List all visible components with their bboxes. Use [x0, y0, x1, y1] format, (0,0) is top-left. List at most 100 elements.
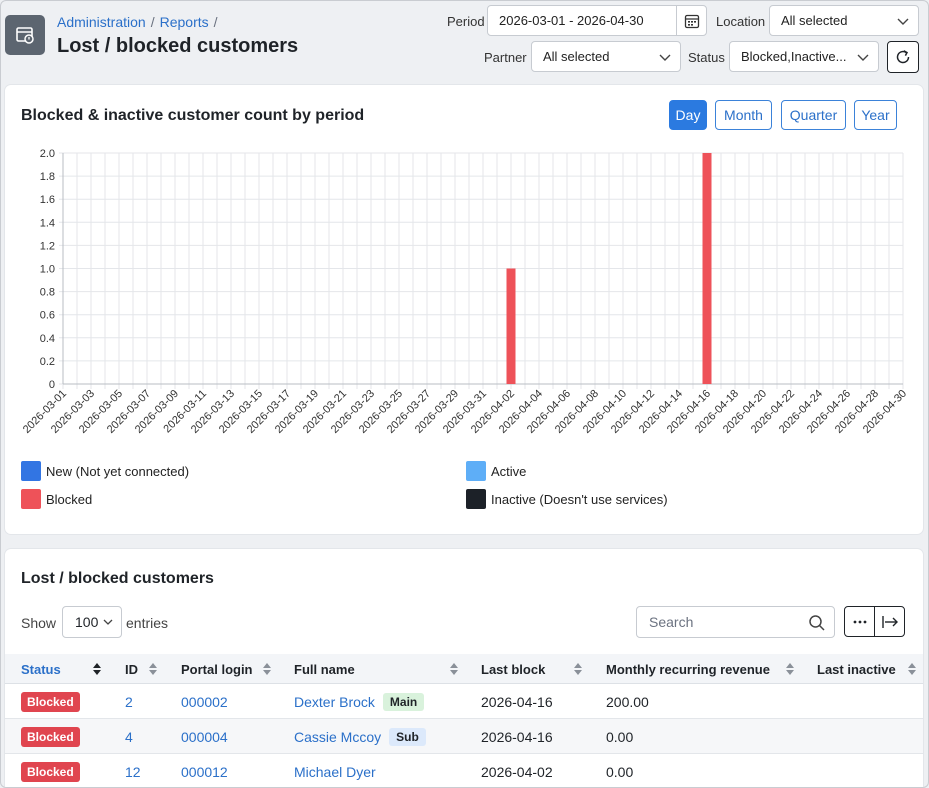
col-id[interactable]: ID — [125, 661, 138, 677]
portal-login-link[interactable]: 000012 — [181, 763, 228, 780]
arrow-to-right-icon — [881, 615, 898, 628]
legend-new-swatch — [21, 461, 41, 481]
sort-icon — [149, 663, 157, 675]
customer-name-link[interactable]: Michael Dyer — [294, 763, 376, 780]
page-title: Lost / blocked customers — [57, 35, 299, 57]
legend-active-swatch — [466, 461, 486, 481]
breadcrumb: Administration / Reports / — [57, 14, 218, 30]
table-title: Lost / blocked customers — [21, 570, 214, 587]
period-label: Period — [447, 14, 485, 29]
breadcrumb-administration[interactable]: Administration — [57, 14, 146, 30]
period-month-button[interactable]: Month — [715, 100, 772, 130]
portal-login-link[interactable]: 000002 — [181, 693, 228, 710]
y-tick-label: 2.0 — [40, 148, 55, 160]
y-tick-label: 1.6 — [40, 194, 55, 206]
col-full-name[interactable]: Full name — [294, 661, 355, 677]
customer-name-link[interactable]: Dexter Brock — [294, 693, 375, 710]
page-header: Administration / Reports / Lost / blocked c… — [1, 1, 928, 83]
chart-title: Blocked & inactive customer count by per… — [21, 107, 365, 124]
breadcrumb-reports[interactable]: Reports — [159, 14, 209, 30]
sort-icon — [786, 663, 794, 675]
search-icon — [809, 615, 825, 631]
report-calendar-icon — [5, 15, 45, 55]
y-tick-label: 0.8 — [40, 287, 55, 299]
table-card: Lost / blocked customers Show 100 entrie… — [5, 549, 923, 787]
chart-plot: 00.20.40.60.81.01.21.41.61.82.02026-03-0… — [21, 148, 909, 436]
y-tick-label: 0 — [49, 379, 55, 391]
chevron-down-icon — [659, 54, 671, 61]
legend-inactive: Inactive (Doesn't use services) — [466, 489, 668, 509]
entries-select[interactable]: 100 — [62, 606, 122, 638]
more-options-button[interactable] — [844, 606, 875, 637]
col-status[interactable]: Status — [21, 661, 61, 677]
calendar-icon — [684, 14, 699, 28]
refresh-icon — [896, 50, 910, 64]
mrr-cell: 200.00 — [606, 693, 649, 710]
refresh-button[interactable] — [887, 41, 919, 73]
legend-blocked-swatch — [21, 489, 41, 509]
chevron-down-icon — [103, 619, 113, 625]
customer-id-link[interactable]: 12 — [125, 763, 141, 780]
col-mrr[interactable]: Monthly recurring revenue — [606, 661, 770, 677]
customer-tag: Sub — [389, 727, 426, 746]
status-select[interactable]: Blocked,Inactive... — [729, 41, 879, 72]
y-tick-label: 1.4 — [40, 217, 55, 229]
table-row: Blocked 12 000012 Michael Dyer 2026-04-0… — [5, 754, 923, 787]
location-select[interactable]: All selected — [769, 5, 919, 36]
bar-blocked — [506, 268, 516, 384]
last-block-cell: 2026-04-16 — [481, 693, 553, 710]
mrr-cell: 0.00 — [606, 763, 634, 780]
y-tick-label: 1.8 — [40, 171, 55, 183]
chevron-down-icon — [857, 54, 869, 61]
mrr-cell: 0.00 — [606, 728, 634, 745]
col-last-inactive[interactable]: Last inactive — [817, 661, 896, 677]
legend-blocked: Blocked — [21, 489, 92, 509]
table-row: Blocked 4 000004 Cassie Mccoy Sub 2026-04… — [5, 719, 923, 754]
status-badge: Blocked — [21, 691, 80, 712]
last-block-cell: 2026-04-02 — [481, 763, 553, 780]
col-last-block[interactable]: Last block — [481, 661, 546, 677]
period-quarter-button[interactable]: Quarter — [781, 100, 846, 130]
table-header: Status ID Portal login Full name Last bl… — [5, 654, 923, 684]
status-label: Status — [688, 50, 725, 65]
sort-icon — [93, 663, 101, 675]
legend-active: Active — [466, 461, 526, 481]
y-tick-label: 1.2 — [40, 240, 55, 252]
export-button[interactable] — [874, 606, 905, 637]
bar-blocked — [702, 153, 712, 384]
status-badge: Blocked — [21, 726, 80, 747]
y-tick-label: 0.2 — [40, 356, 55, 368]
y-tick-label: 0.6 — [40, 310, 55, 322]
period-year-button[interactable]: Year — [854, 100, 897, 130]
portal-login-link[interactable]: 000004 — [181, 728, 228, 745]
sort-icon — [574, 663, 582, 675]
sort-icon — [908, 663, 916, 675]
chevron-down-icon — [897, 18, 909, 25]
sort-icon — [263, 663, 271, 675]
legend-inactive-swatch — [466, 489, 486, 509]
customer-tag: Main — [382, 692, 425, 711]
customer-id-link[interactable]: 4 — [125, 728, 133, 745]
y-tick-label: 1.0 — [40, 264, 55, 276]
partner-label: Partner — [484, 50, 527, 65]
entries-label: entries — [126, 615, 169, 631]
period-input[interactable]: 2026-03-01 - 2026-04-30 — [487, 5, 677, 36]
calendar-button[interactable] — [676, 5, 707, 36]
col-portal-login[interactable]: Portal login — [181, 661, 253, 677]
partner-select[interactable]: All selected — [531, 41, 681, 72]
customer-name-link[interactable]: Cassie Mccoy — [294, 728, 382, 745]
y-tick-label: 0.4 — [40, 333, 55, 345]
sort-icon — [450, 663, 458, 675]
chart-card: Blocked & inactive customer count by per… — [5, 85, 923, 534]
customer-id-link[interactable]: 2 — [125, 693, 133, 710]
location-label: Location — [716, 14, 766, 29]
ellipsis-icon — [853, 620, 866, 623]
last-block-cell: 2026-04-16 — [481, 728, 553, 745]
legend-new: New (Not yet connected) — [21, 461, 189, 481]
search-input[interactable]: Search — [636, 606, 835, 638]
table-row: Blocked 2 000002 Dexter Brock Main 2026-0… — [5, 684, 923, 719]
status-badge: Blocked — [21, 761, 80, 782]
show-label: Show — [21, 615, 57, 631]
period-day-button[interactable]: Day — [669, 100, 707, 130]
